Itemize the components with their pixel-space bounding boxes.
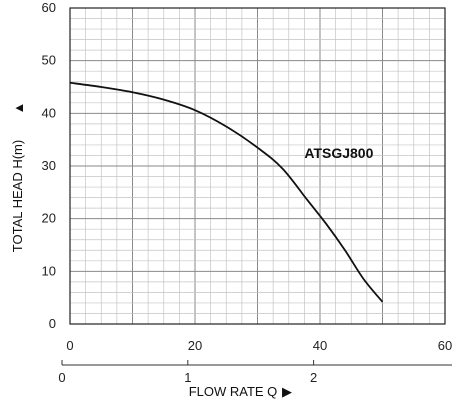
grid-lines [69,7,446,325]
series-line [69,81,384,303]
x-tick-label: 40 [313,338,327,353]
y-tick-labels: 0 10 20 30 40 50 60 [42,0,56,331]
y-axis-label: TOTAL HEAD H(m) [10,140,25,252]
y-tick-label: 60 [42,0,56,15]
secondary-x-axis: 0 1 2 [58,360,452,385]
plot-border [69,7,446,325]
series-layer: ATSGJ800 [69,81,384,303]
secondary-x-tick-label: 2 [310,370,317,385]
x-tick-label: 0 [66,338,73,353]
secondary-x-tick-label: 1 [184,370,191,385]
x-tick-label: 20 [188,338,202,353]
x-tick-labels: 0 20 40 60 [66,338,452,353]
y-tick-label: 20 [42,211,56,226]
y-axis-arrow-icon: ▲ [11,102,26,115]
secondary-x-tick-label: 0 [58,370,65,385]
plot-frame [69,7,446,325]
series-label: ATSGJ800 [304,145,373,161]
x-tick-label: 60 [438,338,452,353]
y-tick-label: 50 [42,53,56,68]
y-tick-label: 0 [49,316,56,331]
y-tick-label: 10 [42,263,56,278]
x-axis-arrow-icon: ▶ [282,384,292,399]
y-tick-label: 40 [42,105,56,120]
y-tick-label: 30 [42,158,56,173]
x-axis-label: FLOW RATE Q [189,384,278,399]
